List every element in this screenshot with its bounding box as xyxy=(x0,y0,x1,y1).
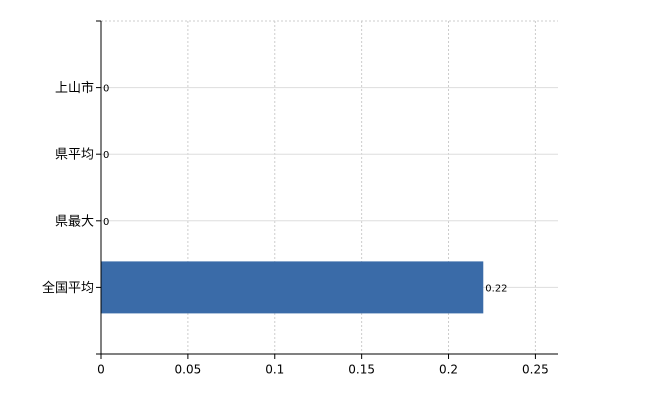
x-tick-label: 0.05 xyxy=(175,363,202,377)
value-label: 0.22 xyxy=(485,283,507,294)
y-tick-label: 県最大 xyxy=(55,214,94,229)
x-tick-label: 0.1 xyxy=(265,363,284,377)
x-tick-label: 0.15 xyxy=(348,363,375,377)
y-tick-label: 全国平均 xyxy=(42,280,94,296)
bar xyxy=(101,261,484,314)
value-label: 0 xyxy=(103,150,109,161)
value-label: 0 xyxy=(103,84,109,95)
y-tick-label: 上山市 xyxy=(55,80,94,96)
x-tick-label: 0 xyxy=(97,363,105,377)
x-tick-label: 0.25 xyxy=(522,363,549,377)
value-label: 0 xyxy=(103,217,109,228)
x-tick-label: 0.2 xyxy=(439,363,458,377)
y-tick-label: 県平均 xyxy=(55,148,94,163)
